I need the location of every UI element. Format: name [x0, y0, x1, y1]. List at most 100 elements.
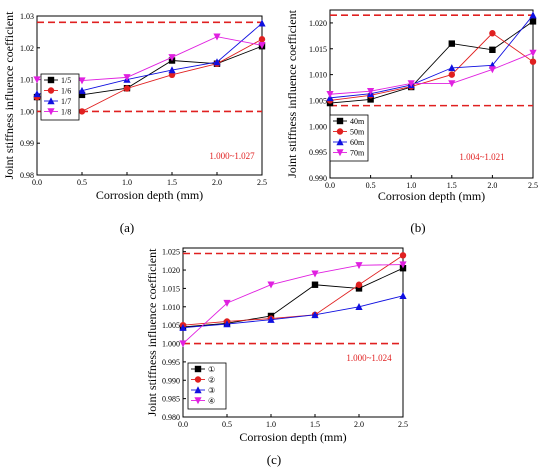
legend-marker: [336, 117, 344, 125]
y-axis-label: Joint stiffness influence coefficient: [285, 9, 299, 178]
legend-marker: [47, 97, 55, 105]
legend-label: 1/8: [61, 108, 71, 117]
y-tick-label: 1.015: [162, 284, 180, 293]
caption-a: (a): [119, 220, 135, 235]
legend-marker: [194, 365, 202, 373]
data-point: [355, 302, 363, 310]
data-point: [123, 85, 131, 92]
legend-marker: [336, 138, 344, 146]
chart-a: 0.0 0.5 1.0 1.5 2.0 2.5 0.98 0.99 1.00 1.01 1.02 1.…: [2, 11, 267, 202]
y-tick-label: 1.020: [309, 19, 327, 28]
y-tick-label: 1.010: [162, 303, 180, 312]
data-point: [78, 108, 86, 115]
data-point: [78, 77, 86, 85]
legend-marker: [336, 128, 344, 135]
legend-label: 40m: [350, 117, 365, 126]
data-point: [399, 252, 407, 259]
x-tick-label: 0.5: [366, 181, 376, 190]
data-point: [258, 36, 266, 43]
legend-label: 60m: [350, 138, 365, 147]
y-tick-label: 0.99: [20, 139, 34, 148]
x-tick-label: 2.0: [487, 181, 497, 190]
y-tick-label: 1.000: [162, 340, 180, 349]
legend-marker: [194, 376, 202, 383]
data-point: [488, 66, 496, 74]
x-tick-label: 0.0: [178, 420, 188, 429]
y-tick-label: 1.020: [162, 266, 180, 275]
range-label: 1.004~1.021: [459, 152, 504, 162]
x-tick-label: 1.0: [266, 420, 276, 429]
legend-label: ③: [208, 386, 215, 395]
series-line-2: [329, 14, 534, 99]
data-point: [448, 80, 456, 88]
caption-b: (b): [410, 220, 426, 235]
data-point: [448, 40, 455, 47]
legend-marker: [47, 108, 55, 116]
data-point: [355, 262, 363, 270]
data-point: [78, 91, 86, 99]
y-tick-label: 0.980: [162, 413, 180, 422]
data-point: [311, 281, 319, 288]
legend: 1/5 1/61/7 1/8: [40, 73, 80, 121]
y-tick-label: 0.990: [162, 376, 180, 385]
data-point: [355, 285, 363, 292]
range-label: 1.000~1.027: [209, 151, 255, 161]
y-tick-label: 0.985: [162, 395, 180, 404]
y-tick-label: 1.010: [309, 71, 327, 80]
legend-box: [329, 114, 369, 162]
data-point: [529, 11, 537, 19]
data-point: [267, 281, 275, 289]
chart-c: 0.0 0.5 1.0 1.5 2.0 2.5 0.980 0.985 0.990 0.995 1.…: [145, 247, 408, 444]
x-tick-label: 0.5: [77, 178, 87, 187]
y-tick-label: 0.995: [309, 148, 327, 157]
data-point: [367, 87, 375, 95]
y-tick-label: 1.03: [20, 12, 34, 21]
data-point: [448, 64, 456, 72]
series-line-1: [329, 32, 534, 101]
series-line-1: [182, 254, 404, 326]
y-axis-label: Joint stiffness influence coefficient: [145, 248, 159, 417]
series-line-0: [182, 267, 404, 328]
data-point: [311, 270, 319, 278]
x-axis-label: Corrosion depth (mm): [239, 430, 346, 444]
data-point: [489, 30, 496, 37]
y-axis-label: Joint stiffness influence coefficient: [2, 11, 16, 180]
data-point: [529, 58, 537, 65]
legend-label: 1/5: [61, 76, 71, 85]
legend-label: ④: [208, 397, 215, 406]
data-point: [355, 281, 363, 288]
series-line-0: [329, 21, 534, 104]
data-point: [529, 18, 537, 25]
legend: ① ②③ ④: [187, 362, 227, 410]
series-line-3: [329, 52, 534, 95]
data-point: [448, 71, 455, 78]
y-tick-label: 1.00: [20, 107, 34, 116]
legend-marker: [194, 397, 202, 405]
series-line-2: [182, 295, 404, 329]
data-point: [168, 54, 176, 62]
legend-marker: [194, 386, 202, 394]
data-point: [407, 80, 415, 88]
range-label: 1.000~1.024: [346, 353, 392, 363]
data-point: [489, 46, 496, 54]
x-tick-label: 0.5: [222, 420, 232, 429]
legend-box: [187, 362, 227, 410]
x-tick-label: 1.5: [310, 420, 320, 429]
data-point: [258, 42, 266, 50]
x-tick-label: 2.5: [257, 178, 267, 187]
y-tick-label: 1.015: [309, 45, 327, 54]
data-point: [267, 315, 275, 323]
x-tick-label: 1.5: [167, 178, 177, 187]
x-tick-label: 2.5: [528, 181, 538, 190]
data-point: [223, 299, 231, 307]
y-tick-label: 0.995: [162, 358, 180, 367]
data-point: [78, 86, 86, 94]
x-axis-label: Corrosion depth (mm): [96, 188, 203, 202]
data-point: [213, 58, 221, 66]
y-tick-label: 1.025: [162, 248, 180, 257]
data-point: [399, 291, 407, 299]
caption-c: (c): [266, 452, 282, 467]
legend-label: 1/6: [61, 87, 71, 96]
